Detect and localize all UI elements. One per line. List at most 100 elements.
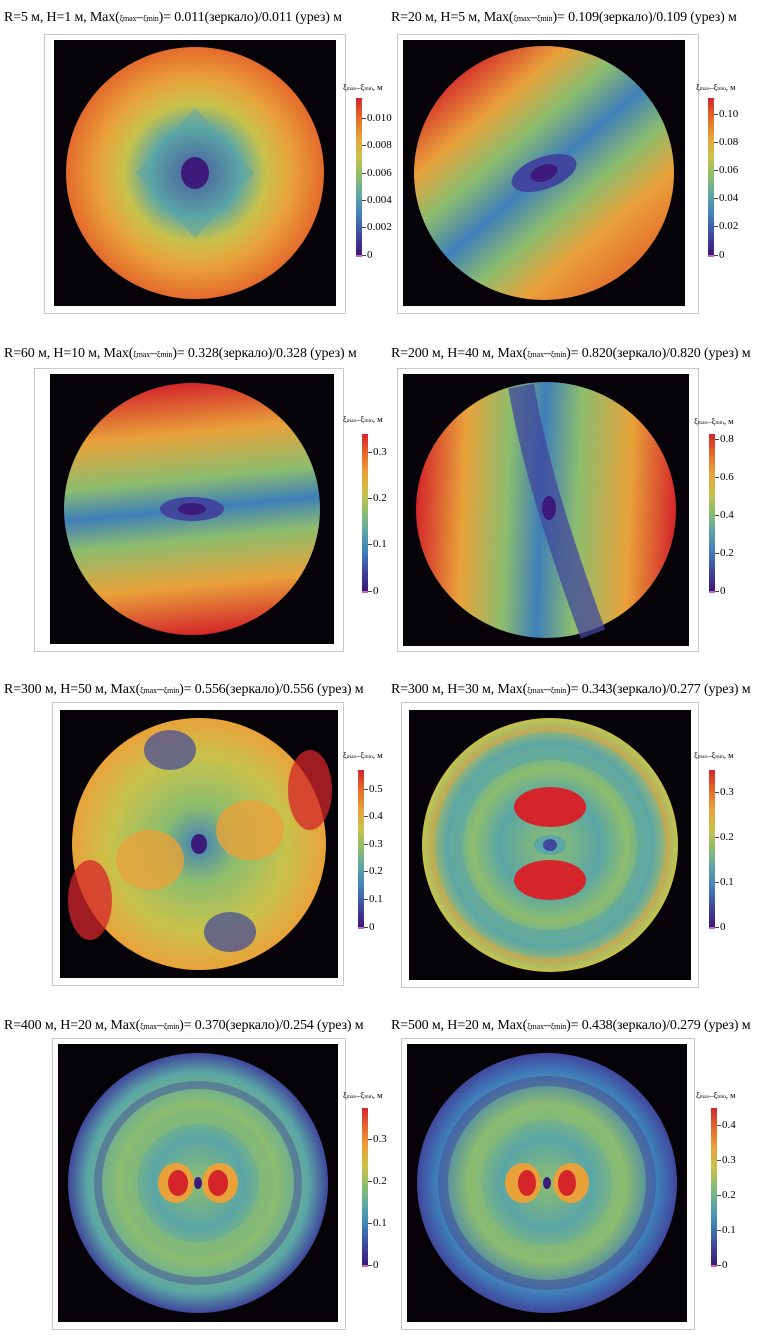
colorbar-tick-label: 0.1: [364, 892, 383, 905]
colorbar-tick-label: 0.04: [713, 192, 739, 205]
max-right: [208, 1170, 228, 1196]
colorbar-min-marker: [362, 591, 368, 593]
heatmap-plot: [54, 40, 336, 306]
colorbar-tick-label: 0.10: [713, 108, 739, 121]
colorbar-tick-label: 0.4: [715, 508, 734, 521]
colorbar-tick-label: 0: [715, 920, 726, 933]
colorbar-tick-label: 0.006: [362, 166, 392, 179]
colorbar-tick-label: 0: [362, 248, 373, 261]
heatmap-plot: [403, 374, 689, 646]
colorbar-tick-label: 0: [714, 248, 725, 261]
panel-title: R=500 м, H=20 м, Max(ξmax–ξmin)= 0.438(з…: [391, 1018, 751, 1033]
colorbar-tick-label: 0: [717, 1258, 728, 1271]
colorbar-label: ξmax–ξmin, м: [696, 82, 736, 92]
colorbar-tick-label: 0.2: [715, 546, 734, 559]
colorbar-tick-label: 0.3: [715, 785, 734, 798]
colorbar-tick-label: 0.1: [717, 1223, 736, 1236]
panel-title: R=400 м, H=20 м, Max(ξmax–ξmin)= 0.370(з…: [4, 1018, 364, 1033]
heatmap-svg: [68, 718, 332, 970]
colorbar-tick-label: 0.004: [362, 193, 392, 206]
max-left: [518, 1170, 536, 1196]
lobe-right: [216, 800, 284, 860]
colorbar-tick-label: 0: [368, 584, 379, 597]
panel-title: R=300 м, H=30 м, Max(ξmax–ξmin)= 0.343(з…: [391, 682, 751, 697]
colorbar-label: ξmax–ξmin, м: [343, 414, 383, 424]
colorbar-tick-label: 0.010: [362, 111, 392, 124]
min-spot: [530, 164, 558, 182]
min-spot: [194, 1177, 202, 1189]
heatmap-plot: [407, 1044, 687, 1322]
colorbar-tick-label: 0.008: [362, 139, 392, 152]
max-left: [168, 1170, 188, 1196]
min-spot: [543, 839, 557, 851]
ring-inner: [127, 1114, 269, 1252]
heatmap-panel-4: R=200 м, H=40 м, Max(ξmax–ξmin)= 0.820(з…: [387, 336, 774, 672]
colorbar-tick-label: 0.1: [368, 1216, 387, 1229]
heatmap-plot: [409, 710, 691, 980]
lobe-left: [116, 830, 184, 890]
colorbar-tick-label: 0.3: [364, 837, 383, 850]
max-left: [68, 860, 112, 940]
colorbar-label: ξmax–ξmin, м: [696, 1090, 736, 1100]
colorbar-min-marker: [709, 591, 715, 593]
colorbar-tick-label: 0: [715, 584, 726, 597]
colorbar-label: ξmax–ξmin, м: [343, 82, 383, 92]
colorbar: [711, 1108, 717, 1265]
heatmap-svg: [64, 383, 320, 635]
colorbar-label: ξmax–ξmin, м: [343, 750, 383, 760]
colorbar-min-marker: [708, 255, 714, 257]
heatmap-svg: [414, 46, 674, 300]
ring: [94, 1081, 302, 1285]
colorbar-tick-label: 0.2: [715, 830, 734, 843]
min-band: [508, 383, 606, 639]
panel-title: R=20 м, H=5 м, Max(ξmax–ξmin)= 0.109(зер…: [391, 10, 737, 25]
colorbar-tick-label: 0.1: [368, 538, 387, 551]
heatmap-svg: [416, 382, 676, 639]
colorbar-tick-label: 0.3: [368, 1132, 387, 1145]
colorbar: [709, 434, 715, 591]
colorbar-tick-label: 0.02: [713, 220, 739, 233]
heatmap-panel-7: R=400 м, H=20 м, Max(ξmax–ξmin)= 0.370(з…: [0, 1008, 387, 1344]
heatmap-panel-6: R=300 м, H=30 м, Max(ξmax–ξmin)= 0.343(з…: [387, 672, 774, 1008]
heatmap-panel-8: R=500 м, H=20 м, Max(ξmax–ξmin)= 0.438(з…: [387, 1008, 774, 1344]
heatmap-svg: [417, 1053, 677, 1313]
colorbar: [362, 1108, 368, 1265]
colorbar-label: ξmax–ξmin, м: [694, 416, 734, 426]
colorbar-min-marker: [709, 927, 715, 929]
panel-title: R=200 м, H=40 м, Max(ξmax–ξmin)= 0.820(з…: [391, 346, 751, 361]
heatmap-svg: [422, 718, 678, 972]
panel-title: R=60 м, H=10 м, Max(ξmax–ξmin)= 0.328(зе…: [4, 346, 357, 361]
colorbar: [709, 770, 715, 927]
ring-inner: [472, 1110, 622, 1256]
min-spot: [543, 1177, 551, 1189]
ring: [453, 750, 647, 940]
colorbar-min-marker: [362, 1265, 368, 1267]
min-spot: [191, 834, 207, 854]
colorbar-tick-label: 0.2: [368, 492, 387, 505]
colorbar: [708, 98, 714, 255]
colorbar-tick-label: 0: [364, 920, 375, 933]
colorbar-tick-label: 0.08: [713, 136, 739, 149]
max-right: [288, 750, 332, 830]
colorbar-tick-label: 0.4: [717, 1118, 736, 1131]
colorbar-tick-label: 0.3: [368, 445, 387, 458]
colorbar-min-marker: [358, 927, 364, 929]
heatmap-plot: [58, 1044, 338, 1322]
colorbar-tick-label: 0.1: [715, 875, 734, 888]
heatmap-panel-2: R=20 м, H=5 м, Max(ξmax–ξmin)= 0.109(зер…: [387, 0, 774, 336]
max-top: [514, 787, 586, 827]
panel-title: R=300 м, H=50 м, Max(ξmax–ξmin)= 0.556(з…: [4, 682, 364, 697]
min-spot: [181, 157, 209, 189]
colorbar-tick-label: 0.2: [717, 1188, 736, 1201]
colorbar-tick-label: 0: [368, 1258, 379, 1271]
ring: [438, 1076, 656, 1290]
colorbar-min-marker: [356, 255, 362, 257]
colorbar-tick-label: 0.6: [715, 471, 734, 483]
heatmap-svg: [66, 47, 324, 299]
panel-title: R=5 м, H=1 м, Max(ξmax–ξmin)= 0.011(зерк…: [4, 10, 342, 25]
heatmap-plot: [50, 374, 334, 644]
colorbar-tick-label: 0.5: [364, 782, 383, 795]
low-bottom: [204, 912, 256, 952]
heatmap-svg: [68, 1053, 328, 1313]
colorbar-tick-label: 0.2: [364, 865, 383, 878]
